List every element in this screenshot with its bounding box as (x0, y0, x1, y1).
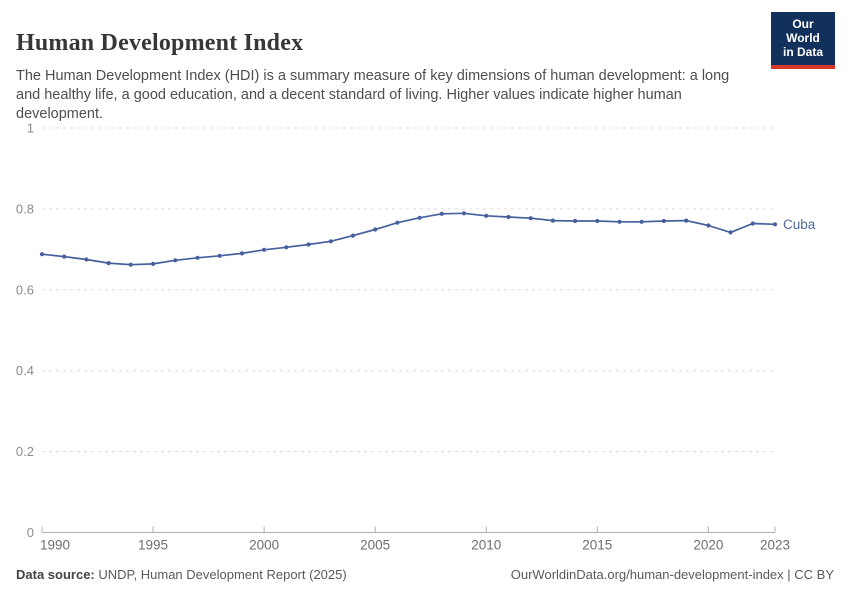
data-point-marker (728, 230, 733, 235)
data-point-marker (573, 218, 578, 224)
x-tick-label: 2015 (582, 538, 612, 553)
x-tick-label: 2010 (471, 538, 501, 553)
data-point-marker (439, 211, 444, 216)
x-tick-label: 2020 (693, 538, 723, 553)
data-point-marker (639, 219, 644, 224)
y-tick-label: 0.2 (16, 444, 34, 459)
data-point-marker (661, 218, 667, 224)
series-end-label: Cuba (783, 217, 816, 232)
owid-logo-line2: in Data (782, 44, 823, 59)
data-point-marker (484, 213, 489, 218)
data-point-marker (617, 219, 622, 224)
data-point-marker (39, 252, 45, 257)
y-tick-label: 0.8 (16, 201, 34, 216)
data-point-marker (528, 216, 533, 221)
data-source-text: UNDP, Human Development Report (2025) (94, 567, 347, 582)
data-point-marker (395, 220, 400, 225)
owid-logo-line1: Our World (786, 17, 820, 45)
chart-subtitle: The Human Development Index (HDI) is a s… (16, 67, 730, 122)
data-point-marker (373, 227, 378, 232)
x-tick-label: 2023 (760, 538, 790, 553)
page-title: Human Development Index (16, 30, 304, 57)
data-point-marker (706, 223, 711, 228)
x-tick-label: 2000 (249, 538, 279, 553)
owid-logo-underline (771, 65, 835, 70)
data-point-marker (151, 261, 156, 266)
data-point-marker (684, 218, 689, 223)
data-point-marker (217, 253, 222, 258)
x-tick-label: 2005 (360, 538, 390, 553)
data-point-marker (328, 239, 333, 244)
data-point-marker (262, 247, 267, 252)
credit-link[interactable]: OurWorldinData.org/human-development-ind… (510, 567, 834, 582)
y-tick-label: 0 (27, 525, 34, 540)
data-point-marker (595, 218, 600, 224)
series-line (41, 212, 776, 266)
data-source-note: Data source: UNDP, Human Development Rep… (16, 567, 347, 582)
data-point-marker (461, 211, 467, 216)
data-point-marker (62, 254, 67, 259)
data-point-marker (306, 242, 311, 247)
data-point-marker (772, 222, 778, 227)
data-point-marker (173, 258, 178, 263)
data-point-marker (506, 214, 511, 220)
x-tick-label: 1995 (138, 538, 168, 553)
data-point-marker (195, 255, 200, 260)
x-tick-label: 1990 (40, 538, 70, 553)
y-tick-label: 1 (27, 121, 34, 136)
data-point-marker (239, 251, 244, 256)
owid-logo[interactable]: Our World in Data (771, 12, 835, 70)
owid-logo-box: Our World in Data (771, 12, 835, 66)
y-tick-label: 0.4 (16, 363, 34, 378)
data-point-marker (550, 218, 556, 223)
data-point-marker (750, 221, 755, 226)
data-source-label: Data source: (16, 567, 95, 582)
data-point-marker (128, 262, 133, 267)
y-tick-label: 0.6 (16, 282, 34, 297)
data-point-marker (284, 245, 289, 250)
data-point-marker (106, 261, 111, 266)
chart-footer: Data source: UNDP, Human Development Rep… (16, 567, 834, 582)
data-point-marker (417, 215, 422, 220)
data-point-marker (84, 257, 89, 262)
data-point-marker (350, 233, 356, 238)
